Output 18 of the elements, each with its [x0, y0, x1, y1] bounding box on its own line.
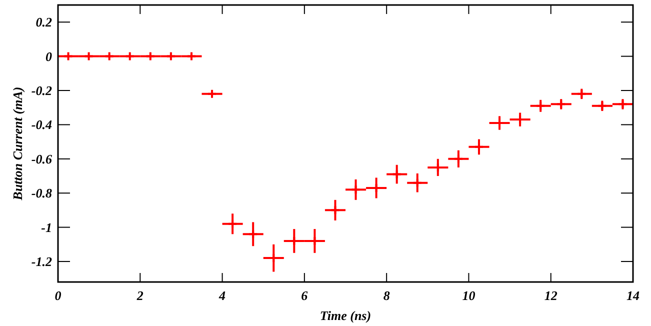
x-tick-label: 2	[136, 288, 144, 303]
y-axis-title: Button Current (mA)	[10, 86, 25, 202]
x-tick-label: 6	[301, 288, 308, 303]
y-tick-label: -0.2	[31, 83, 52, 98]
x-tick-label: 0	[54, 288, 62, 303]
x-tick-label: 14	[626, 288, 640, 303]
y-tick-label: -1.2	[31, 254, 52, 270]
y-tick-label: 0	[46, 48, 52, 64]
x-tick-label: 8	[383, 288, 390, 303]
y-tick-label: -0.6	[31, 151, 52, 166]
y-tick-label: -0.8	[31, 186, 52, 201]
x-tick-label: 4	[218, 288, 226, 303]
y-tick-label: -0.4	[31, 117, 52, 132]
y-tick-label: 0.2	[36, 14, 52, 30]
x-tick-label: 10	[462, 288, 476, 303]
x-axis-title: Time (ns)	[320, 308, 372, 323]
y-tick-label: -1	[41, 220, 52, 235]
x-tick-label: 12	[544, 288, 558, 303]
